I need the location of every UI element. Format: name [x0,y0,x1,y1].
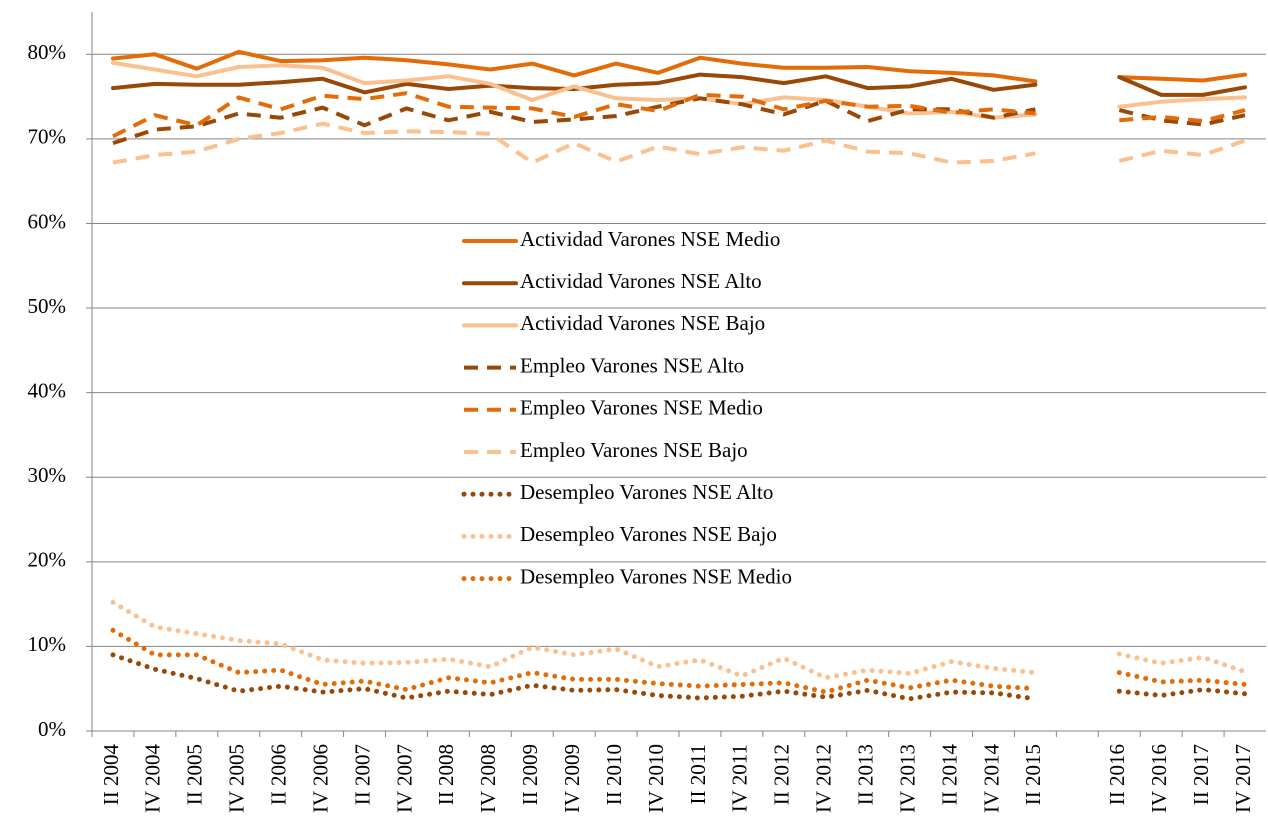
series-line [112,96,1246,146]
x-tick-label: II 2011 [686,744,710,804]
x-tick-label: IV 2012 [812,744,836,813]
x-tick-label: II 2013 [853,744,877,805]
x-tick-label: IV 2008 [476,744,500,813]
x-tick-label: IV 2013 [895,744,919,813]
x-tick-label: IV 2016 [1147,744,1171,813]
legend-label: Empleo Varones NSE Medio [520,396,763,420]
x-tick-label: II 2009 [518,744,542,805]
x-tick-label: II 2006 [266,744,290,805]
x-tick-label: II 2014 [937,744,961,806]
legend-label: Empleo Varones NSE Alto [520,353,744,377]
x-tick-label: II 2015 [1021,744,1045,805]
x-tick-label: II 2005 [183,744,207,805]
x-tick-label: IV 2014 [979,744,1003,814]
series-line [110,652,1248,702]
y-tick-label: 0% [38,717,66,741]
x-tick-label: II 2004 [99,744,123,806]
legend-label: Actividad Varones NSE Alto [520,269,762,293]
x-tick-label: II 2016 [1105,744,1129,805]
x-tick-label: IV 2011 [728,744,752,812]
y-tick-label: 10% [28,632,67,656]
x-tick-label: IV 2004 [141,744,165,814]
y-tick-label: 40% [28,378,67,402]
series-line [111,60,1247,120]
x-tick-label: IV 2017 [1231,744,1255,813]
legend-label: Empleo Varones NSE Bajo [520,438,748,462]
x-tick-label: II 2017 [1189,744,1213,805]
series-line [110,627,1248,695]
y-tick-label: 70% [28,125,67,149]
x-tick-label: II 2012 [770,744,794,805]
x-tick-label: IV 2005 [225,744,249,813]
x-tick-label: II 2007 [350,744,374,805]
x-tick-label: IV 2009 [560,744,584,813]
legend-label: Desempleo Varones NSE Medio [520,564,792,588]
legend-label: Actividad Varones NSE Bajo [520,311,765,335]
x-tick-label: IV 2006 [308,744,332,813]
legend-label: Actividad Varones NSE Medio [520,227,780,251]
series-line [111,72,1247,97]
x-tick-label: IV 2007 [392,744,416,813]
y-tick-label: 20% [28,548,67,572]
x-tick-label: IV 2010 [644,744,668,813]
series-line [110,599,1248,681]
series-line [112,91,1246,139]
legend-label: Desempleo Varones NSE Bajo [520,522,777,546]
series-line [111,49,1247,84]
y-tick-label: 80% [28,40,67,64]
legend-label: Desempleo Varones NSE Alto [520,480,773,504]
y-tick-label: 30% [28,463,67,487]
x-tick-label: II 2008 [434,744,458,805]
series-line [112,121,1246,165]
y-tick-label: 50% [28,294,67,318]
x-tick-label: II 2010 [602,744,626,805]
y-tick-label: 60% [28,209,67,233]
